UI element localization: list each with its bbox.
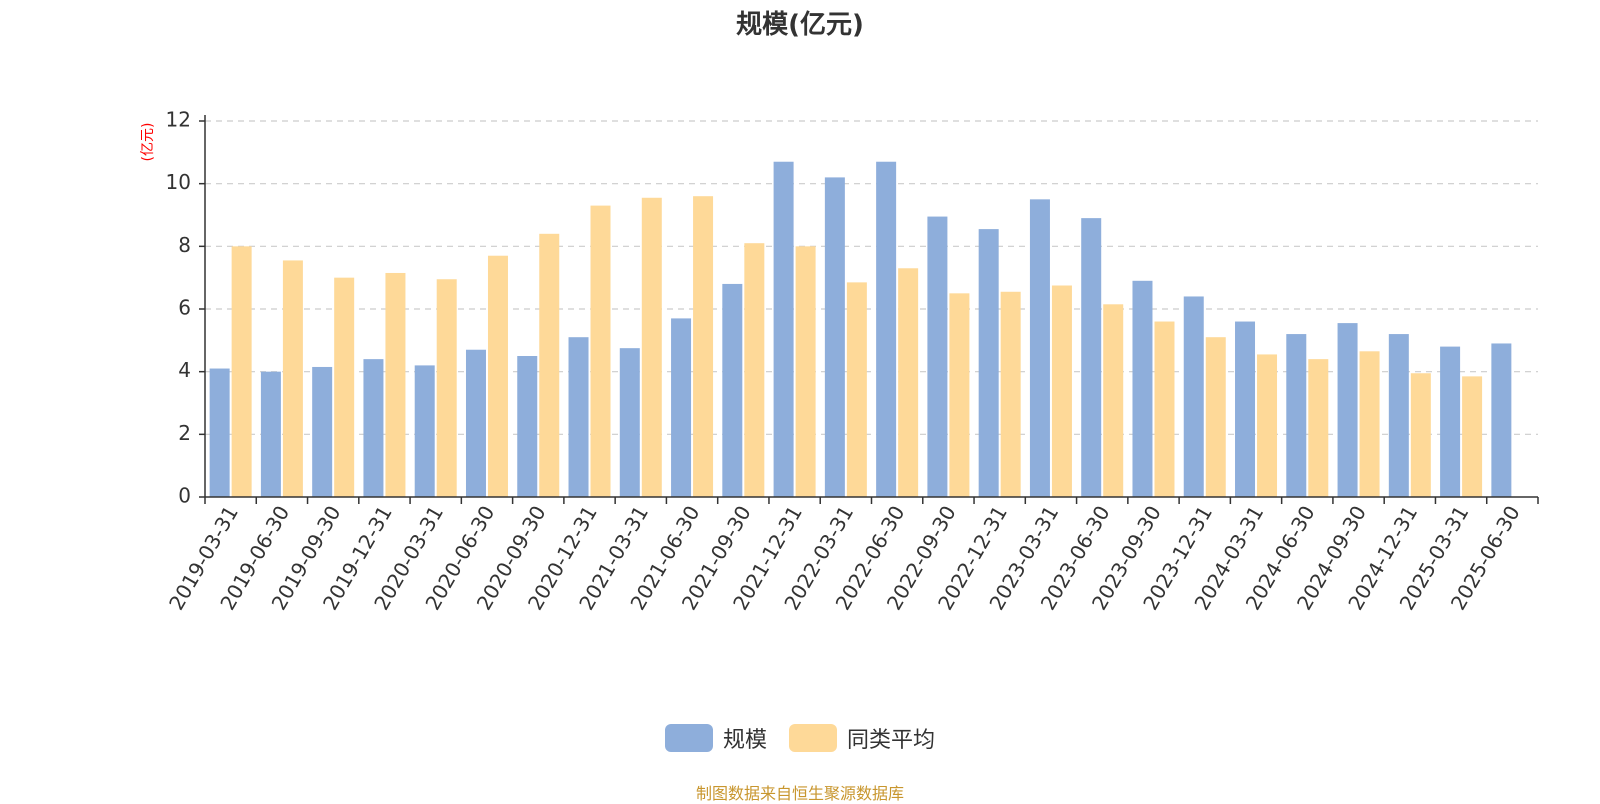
x-tick-labels: 2019-03-312019-06-302019-09-302019-12-31… bbox=[164, 501, 1525, 614]
bar-scale[interactable] bbox=[1286, 334, 1307, 497]
bar-scale[interactable] bbox=[978, 229, 999, 497]
legend-swatch-peer-average bbox=[789, 724, 837, 752]
bar-peer-average[interactable] bbox=[487, 255, 508, 497]
y-tick-label: 8 bbox=[178, 233, 191, 257]
bar-peer-average[interactable] bbox=[590, 205, 611, 497]
bar-scale[interactable] bbox=[1440, 346, 1461, 497]
source-note: 制图数据来自恒生聚源数据库 bbox=[695, 784, 904, 803]
y-tick-label: 12 bbox=[166, 108, 191, 132]
bar-scale[interactable] bbox=[1337, 323, 1358, 497]
bar-peer-average[interactable] bbox=[1359, 351, 1380, 497]
bar-peer-average[interactable] bbox=[539, 233, 560, 498]
legend-item-peer-average[interactable]: 同类平均 bbox=[789, 722, 935, 754]
bar-peer-average[interactable] bbox=[1205, 337, 1226, 497]
bar-scale[interactable] bbox=[568, 337, 589, 497]
bar-scale[interactable] bbox=[1235, 321, 1256, 497]
bar-peer-average[interactable] bbox=[1462, 376, 1483, 497]
bar-scale[interactable] bbox=[209, 368, 230, 497]
bar-peer-average[interactable] bbox=[1154, 321, 1175, 497]
legend: 规模 同类平均 bbox=[0, 722, 1600, 754]
legend-item-scale[interactable]: 规模 bbox=[664, 722, 767, 754]
bar-scale[interactable] bbox=[824, 177, 845, 497]
y-tick-label: 4 bbox=[178, 358, 191, 382]
legend-swatch-scale bbox=[664, 724, 713, 752]
axes bbox=[204, 115, 1539, 504]
bar-scale[interactable] bbox=[722, 283, 743, 497]
y-axis-label: (亿元) bbox=[140, 123, 156, 162]
bar-peer-average[interactable] bbox=[744, 243, 765, 497]
legend-label-scale: 规模 bbox=[722, 728, 767, 753]
bar-scale[interactable] bbox=[414, 365, 435, 497]
bar-scale[interactable] bbox=[517, 356, 538, 497]
bar-scale[interactable] bbox=[671, 318, 692, 497]
bar-scale[interactable] bbox=[1132, 280, 1153, 497]
y-tick-label: 0 bbox=[178, 484, 191, 508]
bar-peer-average[interactable] bbox=[1410, 373, 1431, 497]
y-tick-labels: 0 2 4 6 8 10 12 bbox=[166, 108, 205, 508]
bar-scale[interactable] bbox=[1081, 218, 1102, 497]
bar-peer-average[interactable] bbox=[436, 279, 457, 497]
bar-scale[interactable] bbox=[927, 216, 948, 498]
bar-peer-average[interactable] bbox=[231, 246, 252, 497]
y-tick-label: 2 bbox=[178, 421, 191, 445]
legend-label-peer-average: 同类平均 bbox=[847, 728, 936, 753]
bar-peer-average[interactable] bbox=[795, 246, 816, 497]
bar-peer-average[interactable] bbox=[282, 260, 303, 497]
bar-peer-average[interactable] bbox=[949, 293, 970, 497]
bar-peer-average[interactable] bbox=[1051, 285, 1072, 498]
chart-title: 规模(亿元) bbox=[736, 10, 864, 40]
bar-peer-average[interactable] bbox=[1000, 291, 1021, 497]
bar-scale[interactable] bbox=[1388, 334, 1409, 497]
bar-scale[interactable] bbox=[363, 359, 384, 497]
bar-peer-average[interactable] bbox=[385, 272, 406, 497]
bar-peer-average[interactable] bbox=[693, 196, 714, 497]
bar-peer-average[interactable] bbox=[641, 197, 662, 497]
bar-scale[interactable] bbox=[1029, 199, 1050, 498]
bar-peer-average[interactable] bbox=[1103, 304, 1124, 497]
bars bbox=[209, 161, 1512, 498]
bar-scale[interactable] bbox=[773, 161, 794, 497]
bar-scale[interactable] bbox=[876, 161, 897, 497]
bar-scale[interactable] bbox=[260, 371, 281, 497]
bar-scale[interactable] bbox=[1491, 343, 1512, 497]
bar-peer-average[interactable] bbox=[1308, 359, 1329, 497]
bar-peer-average[interactable] bbox=[1257, 354, 1278, 497]
y-tick-label: 10 bbox=[166, 170, 191, 194]
bar-peer-average[interactable] bbox=[846, 282, 867, 497]
bar-scale[interactable] bbox=[1183, 296, 1204, 497]
bar-peer-average[interactable] bbox=[334, 277, 355, 497]
bar-scale[interactable] bbox=[619, 348, 640, 497]
bar-scale[interactable] bbox=[312, 366, 333, 497]
y-tick-label: 6 bbox=[178, 296, 191, 320]
bar-scale[interactable] bbox=[465, 349, 486, 497]
bar-peer-average[interactable] bbox=[898, 268, 919, 497]
